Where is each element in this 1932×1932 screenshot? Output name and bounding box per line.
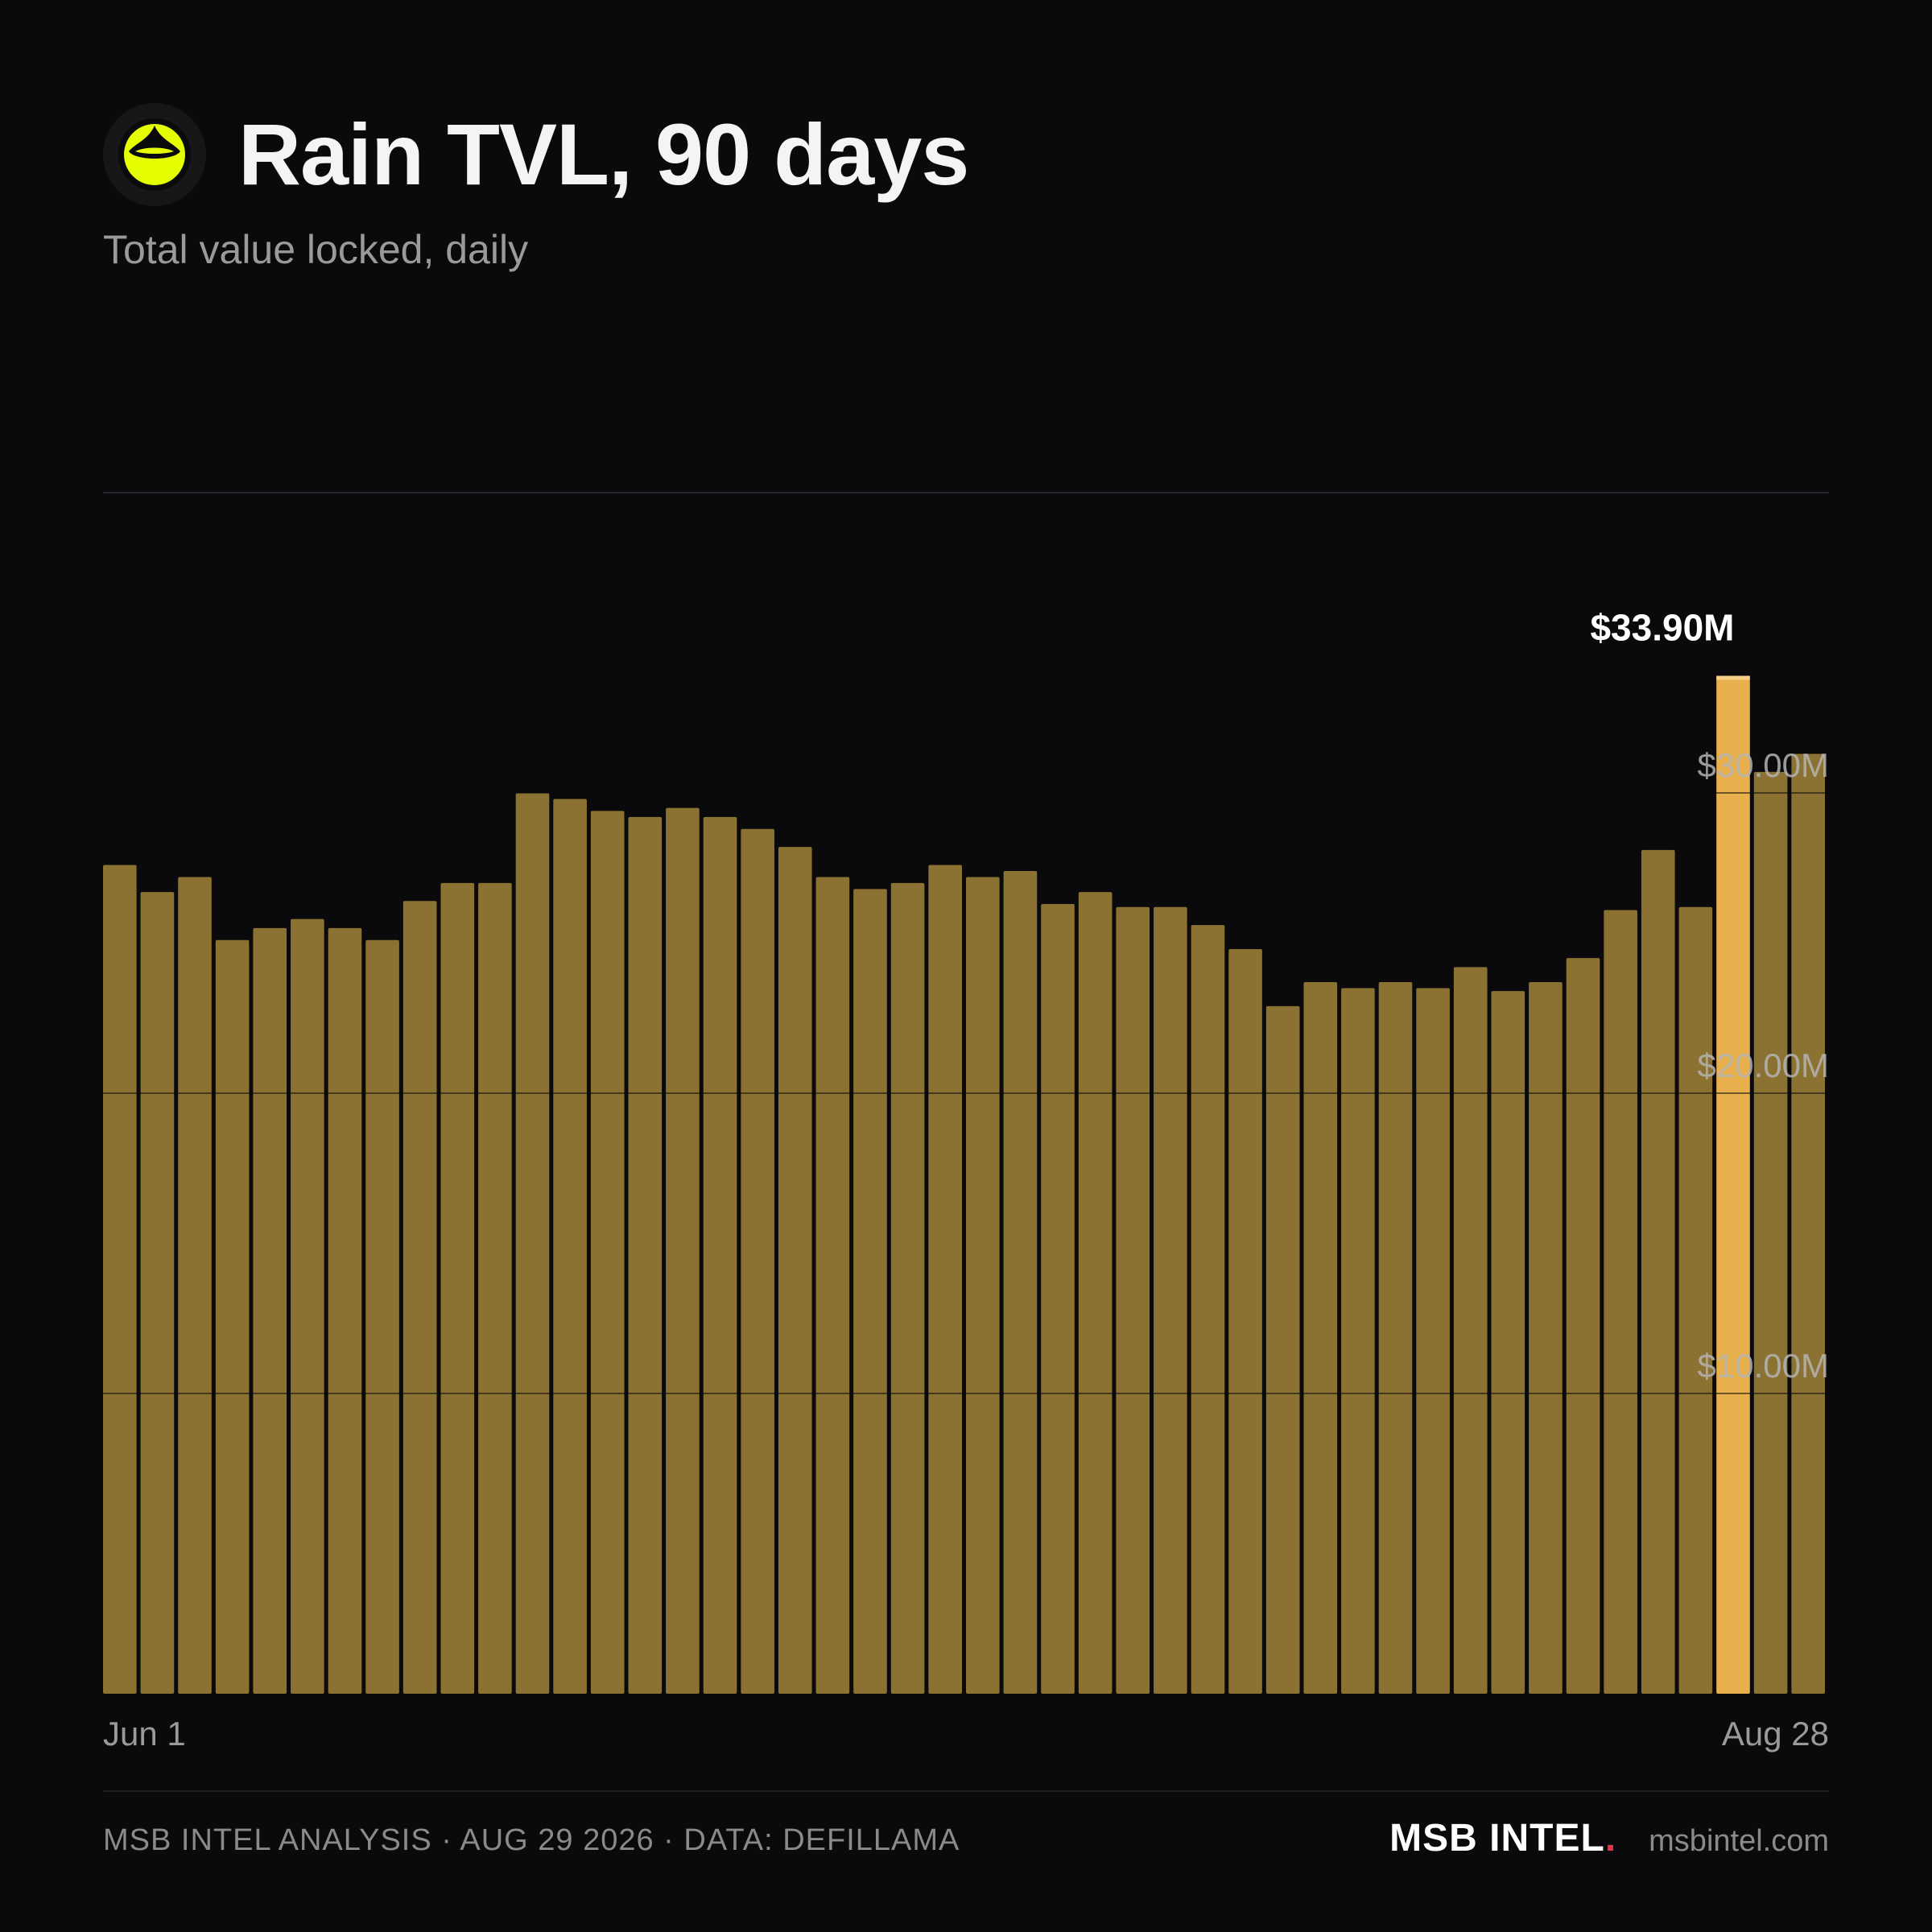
bar bbox=[928, 865, 962, 1694]
bar bbox=[1154, 906, 1187, 1694]
highlight-value-label: $33.90M bbox=[1590, 607, 1734, 649]
bar bbox=[1265, 1005, 1300, 1694]
bar bbox=[253, 927, 287, 1694]
bar bbox=[553, 799, 587, 1695]
bar bbox=[291, 919, 324, 1694]
bar bbox=[703, 816, 737, 1694]
y-tick-label: $30.00M bbox=[1698, 746, 1829, 784]
rain-logo-icon bbox=[103, 103, 206, 206]
bar bbox=[1678, 906, 1713, 1694]
bar bbox=[140, 892, 175, 1694]
bar bbox=[1078, 892, 1113, 1694]
bar bbox=[778, 847, 812, 1694]
page-title: Rain TVL, 90 days bbox=[238, 105, 969, 203]
bar bbox=[365, 939, 399, 1694]
grid-overlay bbox=[103, 792, 1829, 1394]
bars bbox=[103, 675, 1825, 1695]
page-subtitle: Total value locked, daily bbox=[103, 227, 529, 272]
brand-name: MSB INTEL bbox=[1389, 1817, 1605, 1860]
bar bbox=[1491, 991, 1525, 1694]
bar-highlight bbox=[1716, 675, 1750, 1694]
footer-credit: MSB INTEL ANALYSIS · AUG 29 2026 · DATA:… bbox=[103, 1823, 960, 1857]
bar bbox=[1641, 849, 1675, 1694]
bar bbox=[328, 927, 362, 1694]
bar bbox=[815, 877, 850, 1694]
x-tick-label-start: Jun 1 bbox=[103, 1715, 186, 1752]
bar-highlight-cap bbox=[1716, 675, 1750, 680]
axis-labels: $33.90M $10.00M $20.00M $30.00M Jun 1 Aug 28 bbox=[103, 607, 1829, 1752]
bar bbox=[590, 811, 625, 1694]
y-tick-label: $10.00M bbox=[1698, 1347, 1829, 1385]
y-tick-label: $20.00M bbox=[1698, 1046, 1829, 1084]
bar bbox=[853, 889, 887, 1694]
bar bbox=[1453, 967, 1488, 1694]
footer-divider bbox=[103, 1790, 1829, 1792]
bar bbox=[1604, 910, 1637, 1694]
bar bbox=[1753, 771, 1788, 1694]
bar bbox=[1041, 904, 1075, 1694]
bar bbox=[1341, 988, 1375, 1694]
bar bbox=[741, 828, 774, 1694]
bar bbox=[515, 793, 550, 1694]
bar bbox=[1191, 925, 1225, 1694]
footer-brand: MSB INTEL. msbintel.com bbox=[1389, 1816, 1829, 1860]
bar bbox=[103, 865, 137, 1694]
bar bbox=[1416, 988, 1450, 1694]
bar bbox=[666, 807, 700, 1694]
bar bbox=[1303, 981, 1338, 1694]
bar bbox=[478, 882, 512, 1694]
bar bbox=[890, 882, 925, 1694]
site-link[interactable]: msbintel.com bbox=[1649, 1824, 1829, 1858]
bar bbox=[1566, 958, 1600, 1694]
bar bbox=[440, 882, 475, 1694]
bar bbox=[215, 939, 250, 1694]
bar bbox=[1378, 981, 1413, 1694]
bar bbox=[628, 816, 663, 1694]
bar bbox=[966, 877, 1000, 1694]
bar bbox=[1228, 948, 1262, 1694]
bar bbox=[178, 877, 212, 1694]
bar bbox=[402, 901, 437, 1694]
bar bbox=[1791, 753, 1825, 1694]
bar bbox=[1529, 981, 1563, 1694]
bar bbox=[1116, 906, 1150, 1694]
x-tick-label-end: Aug 28 bbox=[1722, 1715, 1829, 1752]
bar bbox=[1003, 870, 1038, 1694]
brand-dot: . bbox=[1604, 1817, 1617, 1860]
brand-logo-text: MSB INTEL. bbox=[1389, 1816, 1616, 1860]
